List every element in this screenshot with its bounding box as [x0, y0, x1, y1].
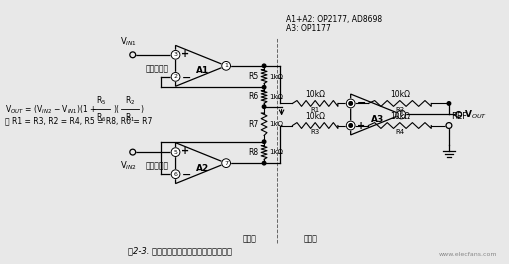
Text: R$_5$: R$_5$ — [96, 94, 106, 107]
Text: R7: R7 — [247, 120, 258, 129]
Circle shape — [455, 112, 461, 117]
Text: +: + — [181, 49, 189, 59]
Text: )(: )( — [113, 105, 119, 114]
Circle shape — [221, 62, 230, 70]
Circle shape — [346, 99, 354, 108]
Text: 10kΩ: 10kΩ — [389, 89, 409, 98]
Text: R6: R6 — [247, 92, 258, 101]
Circle shape — [446, 102, 450, 105]
Text: V$_{IN2}$: V$_{IN2}$ — [120, 160, 137, 172]
Text: R1: R1 — [310, 107, 319, 113]
Text: R$_6$: R$_6$ — [96, 112, 107, 124]
Text: A3: A3 — [371, 115, 384, 124]
Text: R$_2$: R$_2$ — [124, 94, 135, 107]
Text: V$_{OUT}$ = (V$_{IN2}$ − V$_{IN1}$)(1 +: V$_{OUT}$ = (V$_{IN2}$ − V$_{IN1}$)(1 + — [5, 103, 98, 116]
Circle shape — [171, 50, 180, 59]
Text: 7: 7 — [223, 161, 228, 166]
Text: R8: R8 — [248, 148, 258, 157]
Text: 1: 1 — [224, 63, 228, 68]
Circle shape — [445, 122, 451, 129]
Text: −: − — [356, 97, 365, 107]
Text: 1kΩ: 1kΩ — [268, 149, 282, 155]
Circle shape — [171, 170, 180, 178]
Text: V$_{OUT}$: V$_{OUT}$ — [463, 108, 486, 121]
Text: 10kΩ: 10kΩ — [304, 112, 325, 121]
Text: 反相输入端: 反相输入端 — [145, 64, 168, 73]
Text: +: + — [181, 146, 189, 156]
Circle shape — [130, 149, 135, 155]
Circle shape — [348, 102, 352, 105]
Circle shape — [262, 86, 265, 89]
Text: ): ) — [140, 105, 143, 114]
Text: REF: REF — [450, 112, 466, 121]
Circle shape — [346, 121, 354, 130]
Text: R2: R2 — [394, 107, 404, 113]
Text: R$_1$: R$_1$ — [124, 112, 135, 124]
Circle shape — [262, 105, 265, 109]
Circle shape — [348, 124, 352, 127]
Text: 10kΩ: 10kΩ — [389, 112, 409, 121]
Text: A1: A1 — [196, 66, 209, 75]
Text: 当 R1 = R3, R2 = R4, R5 = R8, R6 = R7: 当 R1 = R3, R2 = R4, R5 = R8, R6 = R7 — [5, 117, 152, 126]
Text: 同相输入端: 同相输入端 — [145, 161, 168, 170]
Circle shape — [171, 148, 180, 157]
Text: 2: 2 — [348, 101, 352, 106]
Text: www.elecfans.com: www.elecfans.com — [438, 252, 497, 257]
Text: 2: 2 — [173, 74, 177, 79]
Text: A3: OP1177: A3: OP1177 — [286, 24, 330, 33]
Text: 3: 3 — [348, 123, 352, 128]
Circle shape — [130, 52, 135, 58]
Circle shape — [396, 110, 405, 119]
Text: 图2-3. 带增益缓冲放大器的缓冲减法器电路: 图2-3. 带增益缓冲放大器的缓冲减法器电路 — [128, 246, 232, 255]
Text: V$_{IN1}$: V$_{IN1}$ — [120, 35, 137, 48]
Text: 6: 6 — [399, 112, 403, 117]
Text: R3: R3 — [310, 129, 319, 135]
Text: 输入级: 输入级 — [242, 234, 256, 243]
Text: 1kΩ: 1kΩ — [268, 74, 282, 79]
Text: −: − — [181, 170, 190, 180]
Text: 5: 5 — [173, 150, 177, 155]
Circle shape — [221, 159, 230, 168]
Text: 3: 3 — [173, 52, 177, 57]
Text: 6: 6 — [173, 172, 177, 177]
Text: 1kΩ: 1kΩ — [268, 94, 282, 100]
Text: A1+A2: OP2177, AD8698: A1+A2: OP2177, AD8698 — [286, 15, 382, 24]
Text: −: − — [181, 73, 190, 83]
Text: A2: A2 — [196, 163, 209, 173]
Text: 1kΩ: 1kΩ — [268, 121, 282, 127]
Circle shape — [262, 140, 265, 143]
Circle shape — [262, 161, 265, 165]
Circle shape — [171, 73, 180, 81]
Text: R5: R5 — [247, 72, 258, 81]
Text: +: + — [356, 121, 364, 131]
Circle shape — [262, 64, 265, 68]
Text: R4: R4 — [394, 129, 404, 135]
Text: 输出级: 输出级 — [303, 234, 317, 243]
Text: 10kΩ: 10kΩ — [304, 89, 325, 98]
